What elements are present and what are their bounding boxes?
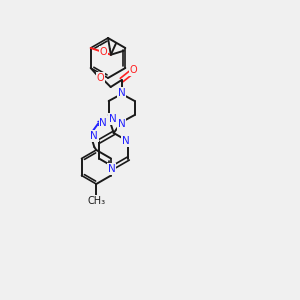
- Text: O: O: [97, 73, 104, 83]
- Text: N: N: [108, 164, 116, 174]
- Text: N: N: [99, 118, 107, 128]
- Text: N: N: [109, 114, 117, 124]
- Text: CH₃: CH₃: [87, 196, 105, 206]
- Text: N: N: [118, 119, 126, 129]
- Text: O: O: [130, 65, 137, 75]
- Text: O: O: [100, 47, 108, 57]
- Text: N: N: [90, 131, 98, 141]
- Text: N: N: [118, 88, 126, 98]
- Text: N: N: [122, 136, 129, 146]
